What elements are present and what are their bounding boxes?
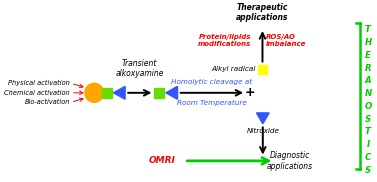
FancyBboxPatch shape [258, 65, 267, 74]
Text: +: + [245, 86, 256, 99]
Text: Physical activation: Physical activation [8, 80, 70, 86]
Text: S: S [365, 115, 371, 124]
Text: R: R [365, 64, 371, 73]
Text: A: A [365, 76, 371, 85]
Polygon shape [166, 86, 178, 99]
Text: Room Temperature: Room Temperature [177, 100, 247, 106]
Text: OMRI: OMRI [149, 156, 176, 165]
Text: E: E [365, 51, 371, 60]
Text: Therapeutic
applications: Therapeutic applications [236, 3, 289, 22]
FancyBboxPatch shape [102, 88, 112, 98]
Text: Protein/lipids
modifications: Protein/lipids modifications [198, 33, 251, 47]
Text: Chemical activation: Chemical activation [4, 90, 70, 96]
FancyBboxPatch shape [154, 88, 164, 98]
Text: Bio-activation: Bio-activation [25, 99, 70, 105]
Text: O: O [364, 102, 372, 111]
Circle shape [85, 83, 104, 102]
Text: Transient
alkoxyamine: Transient alkoxyamine [115, 59, 164, 78]
Text: N: N [364, 89, 372, 98]
Polygon shape [113, 86, 125, 99]
Text: I: I [366, 140, 369, 149]
Polygon shape [256, 113, 269, 124]
Text: Alkyl radical: Alkyl radical [212, 66, 256, 72]
Text: Diagnostic
applications: Diagnostic applications [267, 151, 313, 171]
Text: Nitroxide: Nitroxide [246, 128, 279, 134]
Text: T: T [365, 127, 371, 136]
Text: C: C [365, 153, 371, 162]
Text: ROS/AO
imbalance: ROS/AO imbalance [266, 33, 306, 47]
Text: Homolytic cleavage at: Homolytic cleavage at [171, 79, 253, 85]
Text: H: H [364, 38, 372, 47]
Text: S: S [365, 166, 371, 175]
Text: T: T [365, 25, 371, 34]
